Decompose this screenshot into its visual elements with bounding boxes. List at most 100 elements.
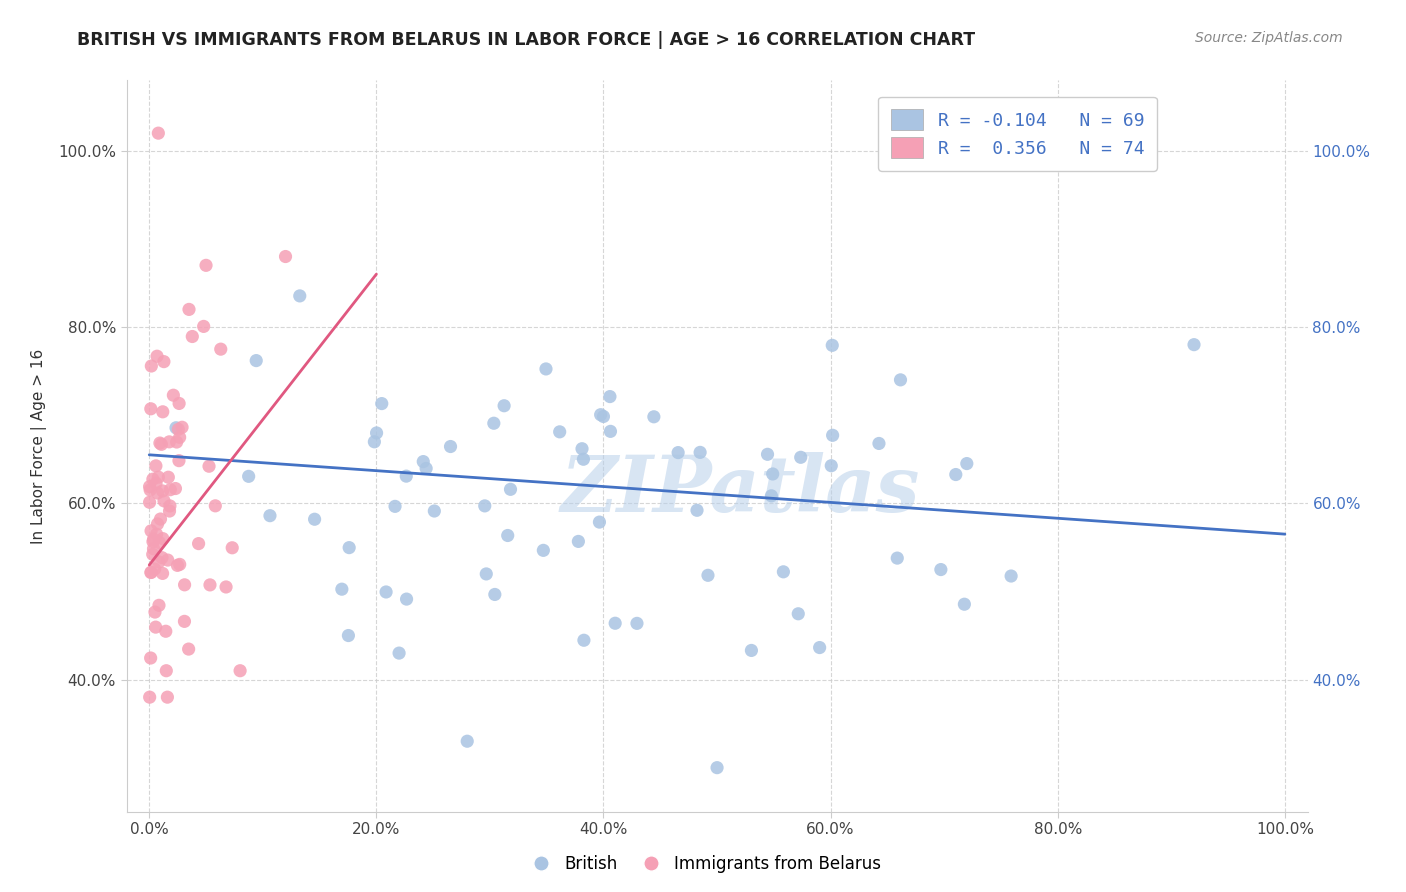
Text: BRITISH VS IMMIGRANTS FROM BELARUS IN LABOR FORCE | AGE > 16 CORRELATION CHART: BRITISH VS IMMIGRANTS FROM BELARUS IN LA… (77, 31, 976, 49)
Point (821, 338, 844, 352)
Point (143, 562, 166, 576)
Point (456, 734, 478, 748)
Point (145, 458, 167, 473)
Point (772, 565, 794, 579)
Point (395, 469, 418, 483)
Point (572, 633, 595, 648)
Point (157, 434, 180, 449)
Point (141, 359, 163, 373)
Point (142, 472, 165, 486)
Point (195, 258, 218, 272)
Point (159, 504, 181, 518)
Point (686, 503, 709, 517)
Point (238, 469, 260, 483)
Point (589, 408, 612, 422)
Point (337, 628, 360, 642)
Point (152, 566, 174, 581)
Point (215, 580, 238, 594)
Point (363, 434, 385, 449)
Point (187, 536, 209, 550)
Point (288, 289, 311, 303)
Point (384, 500, 406, 514)
Point (148, 535, 170, 549)
Point (790, 450, 813, 465)
Point (173, 578, 195, 592)
Point (149, 512, 172, 526)
Point (177, 642, 200, 657)
Point (153, 494, 176, 508)
Point (689, 445, 711, 459)
Point (599, 425, 621, 439)
Point (592, 409, 614, 424)
Point (229, 664, 252, 678)
Point (643, 409, 665, 424)
Point (181, 329, 204, 343)
Point (142, 541, 165, 556)
Point (167, 396, 190, 410)
Point (146, 349, 169, 363)
Point (929, 563, 952, 577)
Point (531, 543, 554, 558)
Point (588, 515, 610, 529)
Point (571, 442, 593, 456)
Point (138, 480, 160, 494)
Point (221, 541, 243, 555)
Point (193, 319, 215, 334)
Point (756, 447, 779, 461)
Point (259, 508, 281, 523)
Point (166, 558, 188, 573)
Point (148, 599, 170, 613)
Point (142, 533, 165, 547)
Point (821, 428, 844, 442)
Point (423, 504, 446, 518)
Point (499, 483, 522, 497)
Point (170, 420, 193, 434)
Point (567, 534, 589, 549)
Point (152, 483, 174, 498)
Point (150, 437, 173, 451)
Point (474, 499, 496, 513)
Point (605, 616, 627, 631)
Point (148, 470, 170, 484)
Point (886, 551, 908, 566)
Point (169, 430, 191, 444)
Point (706, 761, 728, 775)
Point (375, 585, 398, 599)
Point (330, 582, 353, 597)
Text: ZIPatlas: ZIPatlas (561, 451, 921, 528)
Point (1182, 337, 1205, 351)
Point (274, 250, 297, 264)
Point (198, 459, 221, 474)
Point (167, 453, 190, 467)
Point (572, 452, 595, 467)
Point (167, 422, 190, 436)
Point (304, 512, 326, 526)
Point (868, 436, 890, 450)
Point (138, 690, 160, 705)
Point (165, 482, 187, 496)
Point (152, 532, 174, 546)
Point (153, 354, 176, 368)
Point (146, 516, 169, 531)
Point (157, 470, 180, 484)
Point (740, 643, 762, 657)
Point (177, 302, 200, 317)
Point (204, 499, 226, 513)
Point (149, 436, 172, 450)
Point (159, 483, 181, 497)
Point (787, 607, 810, 621)
Point (209, 342, 232, 356)
Legend: British, Immigrants from Belarus: British, Immigrants from Belarus (517, 848, 889, 880)
Point (145, 476, 167, 491)
Point (166, 435, 188, 450)
Point (156, 553, 179, 567)
Point (138, 495, 160, 509)
Point (169, 558, 191, 572)
Point (139, 524, 162, 538)
Point (484, 587, 506, 601)
Point (666, 445, 689, 459)
Point (141, 566, 163, 580)
Point (148, 126, 170, 140)
Point (415, 461, 437, 475)
Legend: R = -0.104   N = 69, R =  0.356   N = 74: R = -0.104 N = 69, R = 0.356 N = 74 (877, 96, 1157, 171)
